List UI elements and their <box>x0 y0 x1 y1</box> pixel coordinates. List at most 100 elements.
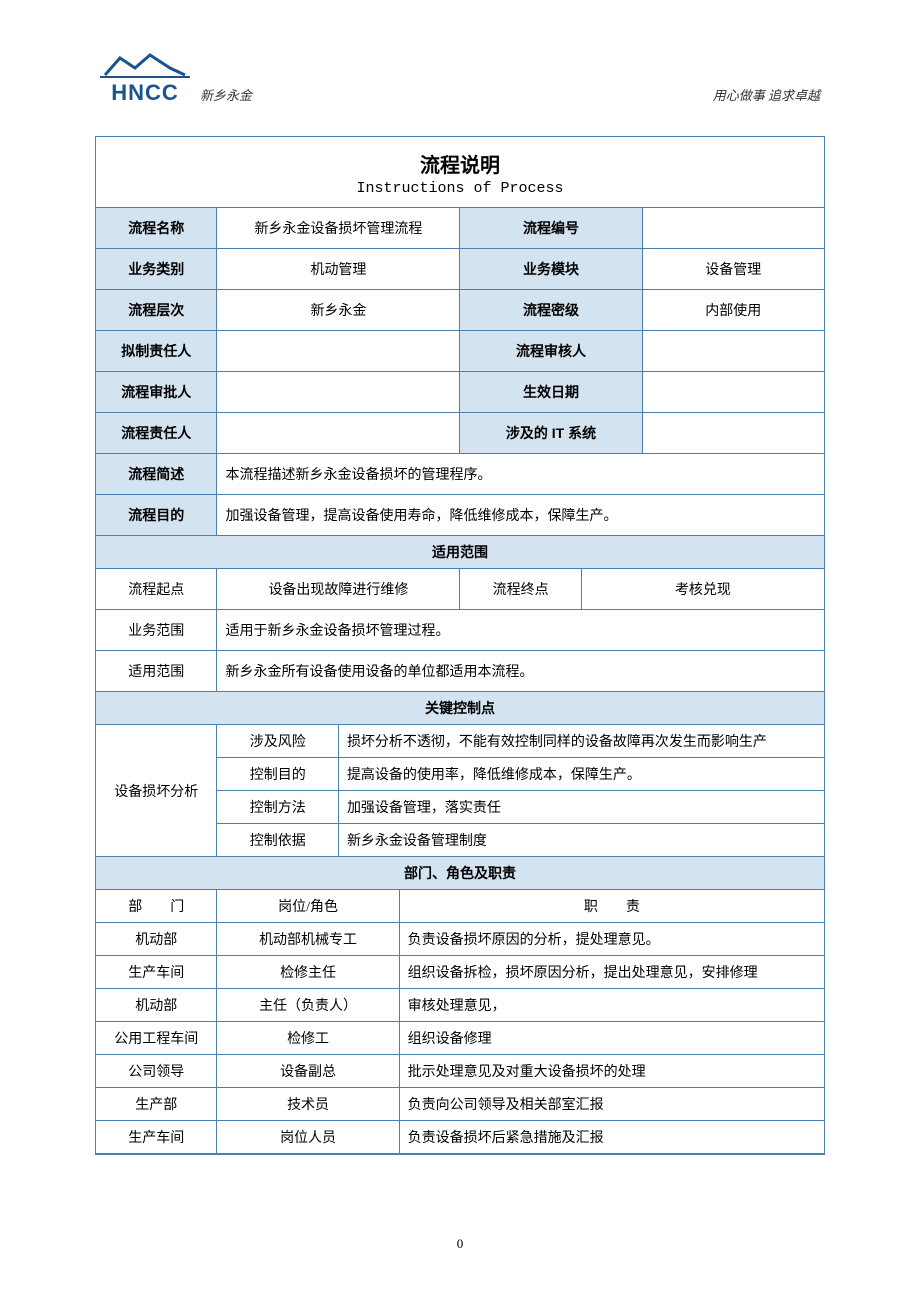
info-row: 流程责任人 涉及的 IT 系统 <box>96 413 825 454</box>
roles-role: 技术员 <box>217 1088 399 1121</box>
scope-end-label: 流程终点 <box>460 569 581 610</box>
info-label: 流程责任人 <box>96 413 217 454</box>
roles-row: 生产车间 检修主任 组织设备拆检，损坏原因分析，提出处理意见，安排修理 <box>96 956 825 989</box>
info-row: 流程名称 新乡永金设备损坏管理流程 流程编号 <box>96 208 825 249</box>
info-value: 新乡永金设备损坏管理流程 <box>217 208 460 249</box>
info-value <box>217 372 460 413</box>
scope-end-value: 考核兑现 <box>581 569 824 610</box>
desc-label: 流程目的 <box>96 495 217 536</box>
scope-start-value: 设备出现故障进行维修 <box>217 569 460 610</box>
roles-dept: 生产车间 <box>96 956 217 989</box>
page-header: HNCC 新乡永金 用心做事 追求卓越 <box>0 0 920 116</box>
roles-row: 公司领导 设备副总 批示处理意见及对重大设备损坏的处理 <box>96 1055 825 1088</box>
logo-text: HNCC <box>111 80 179 106</box>
info-value <box>642 208 824 249</box>
section-row: 适用范围 <box>96 536 825 569</box>
info-label: 流程审批人 <box>96 372 217 413</box>
info-value: 设备管理 <box>642 249 824 290</box>
roles-dept-header: 部 门 <box>96 890 217 923</box>
roles-duty-header: 职 责 <box>399 890 824 923</box>
control-label: 控制方法 <box>217 791 338 824</box>
info-value: 内部使用 <box>642 290 824 331</box>
roles-duty: 负责设备损坏原因的分析，提处理意见。 <box>399 923 824 956</box>
roles-role: 机动部机械专工 <box>217 923 399 956</box>
roles-role: 设备副总 <box>217 1055 399 1088</box>
scope-apply-value: 新乡永金所有设备使用设备的单位都适用本流程。 <box>217 651 825 692</box>
info-label: 生效日期 <box>460 372 642 413</box>
scope-business-label: 业务范围 <box>96 610 217 651</box>
logo-icon <box>100 50 190 80</box>
roles-row: 生产车间 岗位人员 负责设备损坏后紧急措施及汇报 <box>96 1121 825 1154</box>
desc-row: 流程目的 加强设备管理，提高设备使用寿命，降低维修成本，保障生产。 <box>96 495 825 536</box>
roles-dept: 公用工程车间 <box>96 1022 217 1055</box>
info-value: 机动管理 <box>217 249 460 290</box>
control-label: 控制目的 <box>217 758 338 791</box>
roles-role: 主任（负责人） <box>217 989 399 1022</box>
scope-business-value: 适用于新乡永金设备损坏管理过程。 <box>217 610 825 651</box>
roles-dept: 公司领导 <box>96 1055 217 1088</box>
page-number: 0 <box>0 1236 920 1252</box>
roles-duty: 组织设备拆检，损坏原因分析，提出处理意见，安排修理 <box>399 956 824 989</box>
control-value: 新乡永金设备管理制度 <box>338 824 824 857</box>
title-en: Instructions of Process <box>104 180 816 197</box>
desc-row: 流程简述 本流程描述新乡永金设备损坏的管理程序。 <box>96 454 825 495</box>
info-label: 涉及的 IT 系统 <box>460 413 642 454</box>
header-left: HNCC 新乡永金 <box>100 50 252 106</box>
control-value: 损坏分析不透彻，不能有效控制同样的设备故障再次发生而影响生产 <box>338 725 824 758</box>
control-value: 提高设备的使用率，降低维修成本，保障生产。 <box>338 758 824 791</box>
roles-row: 公用工程车间 检修工 组织设备修理 <box>96 1022 825 1055</box>
desc-label: 流程简述 <box>96 454 217 495</box>
process-table: 流程说明 Instructions of Process 流程名称 新乡永金设备… <box>95 136 825 1155</box>
info-value <box>642 331 824 372</box>
roles-duty: 批示处理意见及对重大设备损坏的处理 <box>399 1055 824 1088</box>
desc-value: 本流程描述新乡永金设备损坏的管理程序。 <box>217 454 825 495</box>
info-label: 拟制责任人 <box>96 331 217 372</box>
logo: HNCC <box>100 50 190 106</box>
info-value <box>642 372 824 413</box>
roles-row: 机动部 主任（负责人） 审核处理意见， <box>96 989 825 1022</box>
roles-dept: 生产车间 <box>96 1121 217 1154</box>
info-row: 拟制责任人 流程审核人 <box>96 331 825 372</box>
info-label: 流程编号 <box>460 208 642 249</box>
roles-role: 检修主任 <box>217 956 399 989</box>
info-label: 流程密级 <box>460 290 642 331</box>
roles-duty: 审核处理意见， <box>399 989 824 1022</box>
roles-duty: 负责设备损坏后紧急措施及汇报 <box>399 1121 824 1154</box>
control-group: 设备损坏分析 <box>96 725 217 857</box>
roles-title: 部门、角色及职责 <box>96 857 825 890</box>
info-row: 业务类别 机动管理 业务模块 设备管理 <box>96 249 825 290</box>
info-value <box>217 331 460 372</box>
info-label: 流程审核人 <box>460 331 642 372</box>
roles-row: 机动部 机动部机械专工 负责设备损坏原因的分析，提处理意见。 <box>96 923 825 956</box>
info-label: 业务模块 <box>460 249 642 290</box>
scope-row: 业务范围 适用于新乡永金设备损坏管理过程。 <box>96 610 825 651</box>
title-row: 流程说明 Instructions of Process <box>96 137 825 208</box>
company-label: 新乡永金 <box>200 85 252 104</box>
info-value <box>642 413 824 454</box>
info-value: 新乡永金 <box>217 290 460 331</box>
title-cn: 流程说明 <box>104 149 816 178</box>
info-label: 流程层次 <box>96 290 217 331</box>
control-label: 涉及风险 <box>217 725 338 758</box>
roles-row: 生产部 技术员 负责向公司领导及相关部室汇报 <box>96 1088 825 1121</box>
control-label: 控制依据 <box>217 824 338 857</box>
scope-title: 适用范围 <box>96 536 825 569</box>
section-row: 部门、角色及职责 <box>96 857 825 890</box>
roles-role-header: 岗位/角色 <box>217 890 399 923</box>
roles-dept: 生产部 <box>96 1088 217 1121</box>
roles-duty: 组织设备修理 <box>399 1022 824 1055</box>
slogan: 用心做事 追求卓越 <box>713 85 820 104</box>
roles-role: 检修工 <box>217 1022 399 1055</box>
scope-row: 流程起点 设备出现故障进行维修 流程终点 考核兑现 <box>96 569 825 610</box>
control-value: 加强设备管理，落实责任 <box>338 791 824 824</box>
roles-duty: 负责向公司领导及相关部室汇报 <box>399 1088 824 1121</box>
info-label: 流程名称 <box>96 208 217 249</box>
roles-dept: 机动部 <box>96 923 217 956</box>
desc-value: 加强设备管理，提高设备使用寿命，降低维修成本，保障生产。 <box>217 495 825 536</box>
scope-apply-label: 适用范围 <box>96 651 217 692</box>
roles-role: 岗位人员 <box>217 1121 399 1154</box>
info-row: 流程层次 新乡永金 流程密级 内部使用 <box>96 290 825 331</box>
info-row: 流程审批人 生效日期 <box>96 372 825 413</box>
scope-start-label: 流程起点 <box>96 569 217 610</box>
roles-header-row: 部 门 岗位/角色 职 责 <box>96 890 825 923</box>
